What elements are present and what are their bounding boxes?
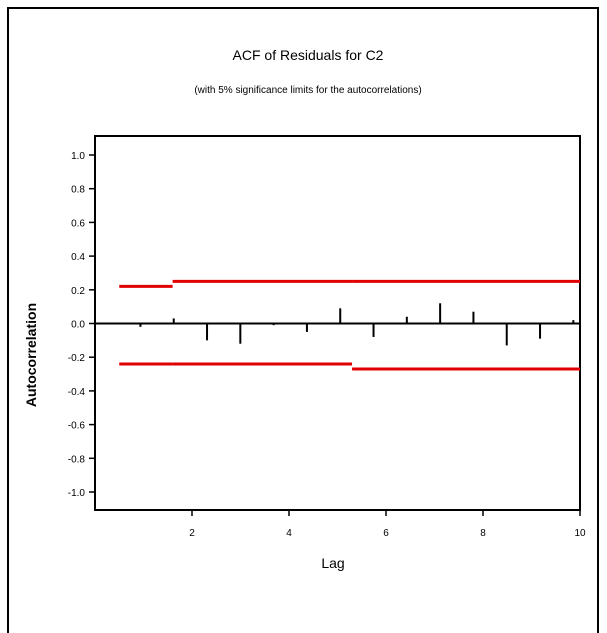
chart-subtitle: (with 5% significance limits for the aut…: [194, 85, 421, 96]
x-axis: 2 4 6 8 10: [189, 510, 586, 539]
y-tick-label: 0.0: [71, 320, 85, 331]
y-tick-label: 0.2: [71, 286, 85, 297]
x-tick-label: 6: [383, 528, 389, 539]
y-tick-label: 0.8: [71, 185, 85, 196]
acf-bars: [95, 303, 580, 346]
y-tick-label: 0.6: [71, 218, 85, 229]
significance-limits: [119, 279, 580, 371]
x-tick-label: 8: [480, 528, 486, 539]
y-tick-label: -0.8: [68, 454, 86, 465]
x-axis-label: Lag: [321, 555, 344, 571]
y-tick-label: -1.0: [68, 488, 86, 499]
x-tick-label: 10: [574, 528, 586, 539]
chart-title: ACF of Residuals for C2: [233, 47, 384, 63]
y-tick-label: -0.2: [68, 353, 86, 364]
y-tick-label: -0.4: [68, 387, 86, 398]
y-tick-label: -0.6: [68, 421, 86, 432]
page-border: [7, 7, 599, 633]
x-tick-label: 4: [286, 528, 292, 539]
y-axis: 1.0 0.8 0.6 0.4 0.2 0.0 -0.2 -0.4 -0.6 -0.8 -1.0: [68, 151, 95, 499]
y-tick-label: 1.0: [71, 151, 85, 162]
y-tick-label: 0.4: [71, 252, 85, 263]
y-axis-label: Autocorrelation: [23, 303, 39, 407]
x-tick-label: 2: [189, 528, 195, 539]
